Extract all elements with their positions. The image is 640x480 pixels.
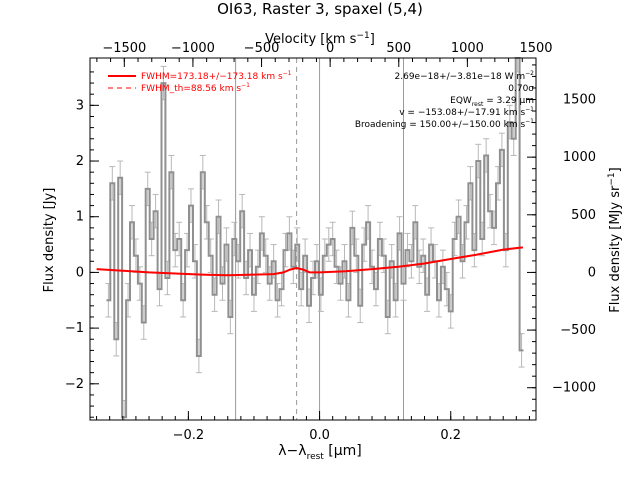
x-tick-label: 0.0	[309, 428, 330, 443]
legend: FWHM=173.18+/−173.18 km s−1FWHM_th=88.56…	[108, 70, 292, 94]
spectrum-line	[106, 57, 524, 419]
annotation-line: EQWrest = 3.29 μm	[450, 96, 534, 108]
right-tick-label: 1000	[563, 150, 596, 165]
x-axis-label: λ−λrest [μm]	[278, 443, 362, 462]
y-tick-label: 1	[76, 210, 84, 225]
y-tick-label: 3	[76, 98, 84, 113]
fit-curve	[96, 246, 524, 277]
top-tick-label: 1000	[451, 41, 484, 56]
top-axis-label-main: Velocity [km s	[265, 32, 357, 47]
right-tick-label: 0	[588, 265, 596, 280]
annotation-line: 0.70σ	[508, 84, 534, 94]
legend-label: FWHM_th=88.56 km s−1	[141, 82, 250, 94]
right-tick-label: 500	[571, 208, 596, 223]
top-axis-label-sup: −1	[356, 31, 369, 41]
y-axis-label-left: Flux density [Jy]	[42, 188, 57, 293]
y-axis-label-right-sup: −1	[607, 172, 617, 185]
top-tick-label: 0	[326, 41, 334, 56]
chart-title: OI63, Raster 3, spaxel (5,4)	[217, 0, 423, 18]
top-tick-label: −1000	[171, 41, 215, 56]
top-tick-label: 500	[386, 41, 411, 56]
x-axis-label-sub: rest	[307, 452, 325, 462]
x-axis-label-main: λ−λ	[278, 443, 306, 459]
top-axis-label-end: ]	[370, 32, 375, 47]
plot-area	[96, 57, 525, 420]
y-axis-label-right-main: Flux density [MJy sr	[608, 185, 623, 313]
right-tick-label: −500	[560, 323, 596, 338]
x-tick-label: 0.2	[440, 428, 461, 443]
y-tick-label: 2	[76, 154, 84, 169]
annotation-line: Broadening = 150.00+/−150.00 km s−1	[355, 118, 534, 130]
y-tick-label: −2	[65, 377, 84, 392]
top-tick-label: −500	[244, 41, 280, 56]
y-tick-label: 0	[76, 265, 84, 280]
top-axis-label: Velocity [km s−1]	[265, 31, 375, 47]
axes: −0.2 0.0 0.2 −2 −1 0 1 2 3 −1500 −1000 −500 0 500 1000…	[65, 41, 596, 443]
x-tick-label: −0.2	[173, 428, 205, 443]
x-axis-label-unit: [μm]	[324, 443, 362, 459]
annotation-line: 2.69e−18+/−3.81e−18 W m−2	[395, 70, 535, 82]
annotation-line: v = −153.08+/−17.91 km s−1	[399, 106, 534, 118]
y-axis-label-right-end: ]	[608, 167, 623, 172]
top-tick-label: 1500	[519, 41, 552, 56]
fit-annotations: 2.69e−18+/−3.81e−18 W m−2 0.70σ EQWrest = …	[355, 70, 534, 130]
right-tick-label: 1500	[563, 93, 596, 108]
legend-label: FWHM=173.18+/−173.18 km s−1	[141, 70, 292, 82]
y-axis-label-right: Flux density [MJy sr−1]	[607, 167, 623, 312]
right-tick-label: −1000	[552, 381, 596, 396]
top-tick-label: −1500	[102, 41, 146, 56]
y-tick-label: −1	[65, 321, 84, 336]
